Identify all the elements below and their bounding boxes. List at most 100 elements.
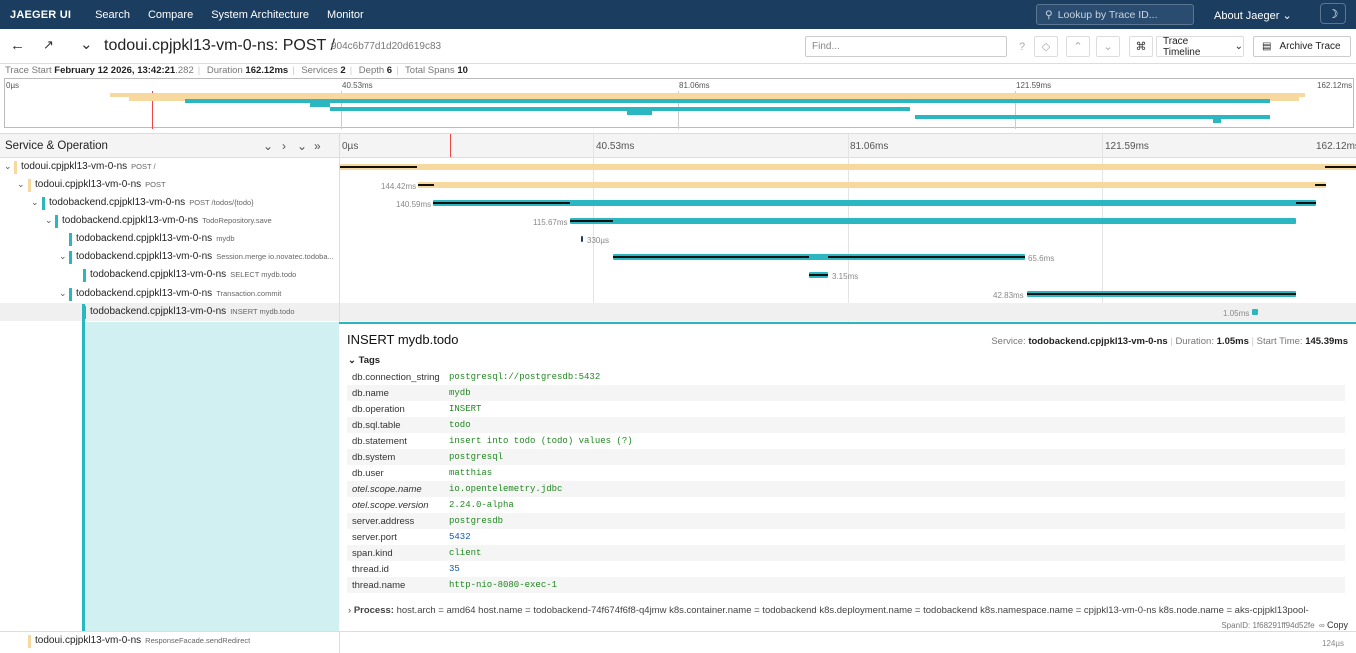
archive-icon: ▤: [1262, 41, 1272, 52]
tag-key: server.address: [352, 516, 415, 527]
chevron-down-icon[interactable]: ⌄: [45, 215, 53, 225]
tag-row[interactable]: thread.id 35: [347, 561, 1345, 577]
span-bar[interactable]: [433, 200, 1316, 206]
detail-indent: [84, 322, 339, 631]
tag-key: db.system: [352, 452, 396, 463]
expand-one-icon[interactable]: ›: [282, 139, 286, 153]
keyboard-shortcuts-button[interactable]: ⌘: [1129, 36, 1153, 57]
chevron-right-icon: ›: [348, 605, 352, 616]
tag-key: thread.name: [352, 580, 406, 591]
span-bar[interactable]: [339, 164, 1356, 170]
tag-row[interactable]: otel.scope.name io.opentelemetry.jdbc: [347, 481, 1345, 497]
tag-row[interactable]: db.name mydb: [347, 385, 1345, 401]
tag-key: db.user: [352, 468, 384, 479]
minimap-tick: 162.12ms: [1317, 81, 1353, 90]
prev-result-button[interactable]: ⌃: [1066, 36, 1090, 57]
nav-monitor[interactable]: Monitor: [327, 8, 364, 21]
trace-id: 904c6b77d1d20d619c83: [331, 41, 442, 52]
back-arrow-icon[interactable]: ←: [10, 37, 25, 54]
minimap-tick: 121.59ms: [1016, 81, 1052, 90]
locate-icon[interactable]: ◇: [1034, 36, 1058, 57]
nav-search[interactable]: Search: [95, 8, 130, 21]
timeline-tick: 121.59ms: [1105, 141, 1149, 152]
tag-row[interactable]: db.connection_string postgresql://postgre…: [347, 369, 1345, 385]
tag-value: client: [449, 548, 482, 558]
span-bar[interactable]: [613, 254, 1025, 260]
span-row[interactable]: ⌄ todobackend.cpjpkl13-vm-0-ns Session.me…: [59, 251, 1055, 264]
tag-value: 5432: [449, 532, 471, 542]
external-link-icon[interactable]: ↗: [43, 37, 54, 52]
span-detail-title: INSERT mydb.todo: [347, 332, 459, 347]
nav-compare[interactable]: Compare: [147, 8, 194, 21]
chevron-down-icon[interactable]: ⌄: [59, 288, 67, 298]
chevron-down-icon[interactable]: ⌄: [31, 197, 39, 207]
tag-value: postgresdb: [449, 516, 504, 526]
span-row[interactable]: ⌄ todoui.cpjpkl13-vm-0-ns POST 144.42ms: [0, 176, 1356, 194]
tag-value: insert into todo (todo) values (?): [449, 436, 633, 446]
chevron-down-icon[interactable]: ⌄: [59, 251, 67, 261]
minimap-span: [110, 93, 1305, 97]
span-row[interactable]: ⌄ todobackend.cpjpkl13-vm-0-ns TodoReposi…: [0, 212, 1356, 230]
span-row[interactable]: ⌄ todoui.cpjpkl13-vm-0-ns POST /: [0, 158, 1356, 176]
tag-key: db.name: [352, 388, 389, 399]
timeline-tick: 162.12ms: [1316, 141, 1356, 152]
tag-row[interactable]: server.port 5432: [347, 529, 1345, 545]
process-toggle[interactable]: › Process: host.arch = amd64 host.name =…: [348, 605, 1309, 616]
collapse-one-icon[interactable]: ⌄: [263, 139, 274, 153]
tag-row[interactable]: otel.scope.version 2.24.0-alpha: [347, 497, 1345, 513]
moon-icon: ☽: [1327, 6, 1339, 21]
trace-title: todoui.cpjpkl13-vm-0-ns: POST /: [104, 37, 335, 54]
collapse-all-icon[interactable]: ⌄: [297, 139, 308, 153]
find-input[interactable]: Find...: [805, 36, 1007, 57]
theme-toggle-button[interactable]: ☽: [1320, 3, 1346, 24]
tag-value: postgresql://postgresdb:5432: [449, 372, 601, 382]
minimap-span: [185, 99, 1270, 103]
span-bar[interactable]: [570, 218, 1296, 224]
span-row[interactable]: ⌄ todobackend.cpjpkl13-vm-0-ns Transactio…: [0, 285, 1356, 303]
copy-button[interactable]: Copy: [1326, 620, 1348, 630]
tag-value: matthias: [449, 468, 493, 478]
chevron-down-icon[interactable]: ⌄: [4, 161, 12, 171]
about-jaeger-menu[interactable]: About Jaeger ⌄: [1214, 10, 1292, 22]
expand-all-icon[interactable]: »: [314, 139, 321, 153]
tag-row[interactable]: db.user matthias: [347, 465, 1345, 481]
minimap-tick: 40.53ms: [342, 81, 373, 90]
tag-key: otel.scope.name: [352, 484, 422, 495]
tag-row[interactable]: db.system postgresql: [347, 449, 1345, 465]
timeline-tick: 81.06ms: [850, 141, 889, 152]
chevron-down-icon: ⌄: [1282, 10, 1292, 22]
span-row[interactable]: todobackend.cpjpkl13-vm-0-ns SELECT mydb.…: [0, 266, 1356, 284]
archive-trace-button[interactable]: ▤ Archive Trace: [1253, 36, 1351, 57]
timeline-tick: 0µs: [342, 141, 359, 152]
tag-value: INSERT: [449, 404, 482, 414]
span-bar[interactable]: [581, 236, 583, 242]
tags-toggle[interactable]: ⌄ Tags: [348, 355, 381, 366]
span-row[interactable]: todobackend.cpjpkl13-vm-0-ns mydb 330µs: [0, 230, 1356, 248]
tag-row[interactable]: thread.name http-nio-8080-exec-1: [347, 577, 1345, 593]
tag-row[interactable]: db.operation INSERT: [347, 401, 1345, 417]
tag-row[interactable]: server.address postgresdb: [347, 513, 1345, 529]
tag-row[interactable]: db.sql.table todo: [347, 417, 1345, 433]
span-bar[interactable]: [418, 182, 1326, 188]
minimap-span: [310, 103, 330, 107]
minimap-span: [1213, 119, 1221, 123]
span-bar[interactable]: [1252, 309, 1258, 315]
help-icon[interactable]: ?: [1018, 40, 1026, 53]
lookup-trace-input[interactable]: ⚲ Lookup by Trace ID...: [1036, 4, 1194, 25]
tag-row[interactable]: span.kind client: [347, 545, 1345, 561]
tag-row[interactable]: db.statement insert into todo (todo) valu…: [347, 433, 1345, 449]
brand-logo[interactable]: JAEGER UI: [10, 8, 72, 21]
nav-system-architecture[interactable]: System Architecture: [211, 8, 310, 21]
chevron-down-icon: ⌄: [1234, 41, 1243, 52]
span-row[interactable]: todoui.cpjpkl13-vm-0-ns ResponseFacade.se…: [0, 631, 1356, 653]
trace-minimap[interactable]: 0µs 40.53ms 81.06ms 121.59ms 162.12ms: [4, 78, 1354, 129]
link-icon[interactable]: ∞: [1319, 621, 1325, 630]
trace-meta: Trace Start February 12 2026, 13:42:21.2…: [5, 65, 468, 76]
span-row[interactable]: ⌄ todobackend.cpjpkl13-vm-0-ns POST /todo…: [0, 194, 1356, 212]
next-result-button[interactable]: ⌄: [1096, 36, 1120, 57]
span-row-selected[interactable]: todobackend.cpjpkl13-vm-0-ns INSERT mydb.…: [0, 303, 1356, 321]
tag-key: db.connection_string: [352, 372, 440, 383]
chevron-down-icon[interactable]: ⌄: [17, 179, 25, 189]
collapse-chevron-icon[interactable]: ⌄: [80, 36, 93, 53]
view-select[interactable]: Trace Timeline ⌄: [1156, 36, 1244, 58]
